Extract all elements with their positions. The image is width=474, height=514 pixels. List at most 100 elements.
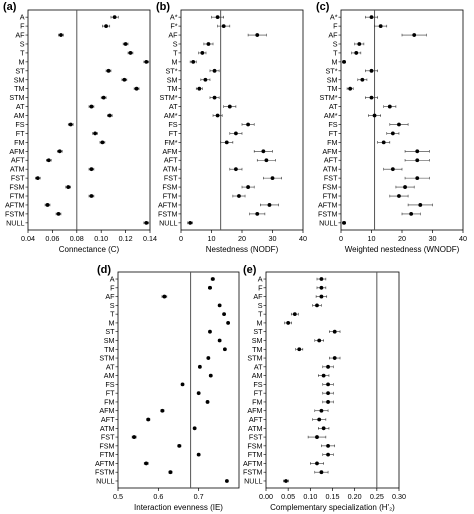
category-label: AT [16,102,25,111]
data-point [387,104,392,109]
panel-label: (a) [3,1,17,13]
data-point [360,77,365,82]
data-point [342,59,346,64]
x-axis-label: Connectance (C) [59,245,120,254]
data-point [261,149,266,154]
category-label: TM [104,345,114,354]
category-label: SM [252,336,263,345]
category-label: AFT [101,415,115,424]
data-point [56,212,61,216]
data-point [326,382,330,387]
category-label: F [110,283,115,292]
data-point [390,167,395,172]
category-label: M [172,57,178,66]
x-tick-label: 10 [368,234,376,243]
category-label: FSTM [318,209,338,218]
data-point [128,51,133,55]
category-label: M [257,318,263,327]
panel-label: (d) [97,264,111,276]
category-label: FS [328,120,337,129]
category-label: FST [101,433,115,442]
category-label: AFM [99,406,114,415]
data-point [221,24,226,28]
category-label: ST* [166,66,178,75]
data-point [197,86,202,91]
category-label: FSTM [95,468,115,477]
category-label: FST [164,174,178,183]
plot-frame [265,271,400,489]
x-tick-label: 20 [398,234,406,243]
category-label: TM [252,345,262,354]
category-label: NULL [159,218,177,227]
data-point [284,479,288,483]
data-point [412,33,417,37]
category-label: AFTM [5,200,25,209]
data-point [192,426,197,431]
category-label: S [110,301,115,310]
data-point [369,15,374,20]
category-label: FSM [162,183,177,192]
data-point [381,140,386,145]
data-point [286,321,291,325]
data-point [369,68,374,73]
x-tick-label: 0.30 [392,492,406,501]
plot-frame [27,9,151,231]
category-label: AFM [162,147,177,156]
data-point [112,15,117,20]
category-label: A [110,275,115,284]
data-point [168,470,173,475]
category-label: FTM [163,192,178,201]
category-label: FTM [10,192,25,201]
category-label: AT [254,362,263,371]
category-label: FT [16,129,25,138]
category-label: TM [14,84,24,93]
data-point [93,131,97,136]
data-point [317,417,322,422]
category-label: ATM [248,424,263,433]
data-point [319,277,324,281]
category-label: FT [329,129,338,138]
data-point [246,185,251,189]
category-label: F [20,22,25,31]
data-point [227,104,232,109]
panel-label: (e) [243,264,257,276]
category-label: AFTM [158,200,178,209]
data-point [217,338,222,343]
data-point [255,33,260,37]
data-point [234,131,238,136]
x-tick-label: 20 [238,234,246,243]
data-point [369,95,374,100]
x-tick-label: 0.5 [113,492,123,501]
category-label: FST [249,433,263,442]
category-label: ST [253,327,263,336]
data-point [217,303,222,308]
data-point [100,140,105,145]
category-label: STM [9,93,24,102]
data-point [390,131,395,136]
panel-label: (b) [156,1,170,13]
category-label: SM [327,75,338,84]
panel-a: (a) 0.04 0.06 0.08 0.10 0.12 0.14 Connectance (… [3,1,157,254]
category-label: AM* [324,111,338,120]
data-point [191,59,196,64]
data-point [225,479,229,483]
data-point [332,329,337,334]
data-point [326,364,330,369]
category-label: ATM [163,165,178,174]
category-label: TM [327,84,337,93]
data-point [326,400,330,404]
data-point [197,364,202,369]
data-point [224,140,229,145]
data-point [68,122,73,127]
data-point [57,149,62,154]
data-point [132,435,137,439]
category-label: AT [329,102,338,111]
category-label: AM [104,371,115,380]
data-point [372,113,377,118]
category-label: STM* [320,93,338,102]
data-point [246,122,251,127]
x-axis-label: Weighted nestedness (WNODF) [345,245,460,254]
category-label: ATM [323,165,338,174]
data-point [59,33,63,37]
data-point [397,194,401,198]
